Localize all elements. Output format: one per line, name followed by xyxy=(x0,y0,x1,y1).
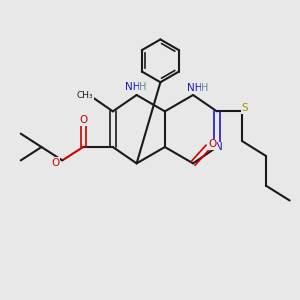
Text: N: N xyxy=(215,142,223,152)
Text: O: O xyxy=(52,158,60,168)
Text: O: O xyxy=(208,139,217,149)
Text: NH: NH xyxy=(187,82,202,93)
Text: S: S xyxy=(241,103,248,113)
Text: O: O xyxy=(79,115,87,125)
Text: CH₃: CH₃ xyxy=(77,91,94,100)
Text: H: H xyxy=(201,82,208,93)
Text: NH: NH xyxy=(125,82,141,92)
Text: H: H xyxy=(139,82,147,92)
